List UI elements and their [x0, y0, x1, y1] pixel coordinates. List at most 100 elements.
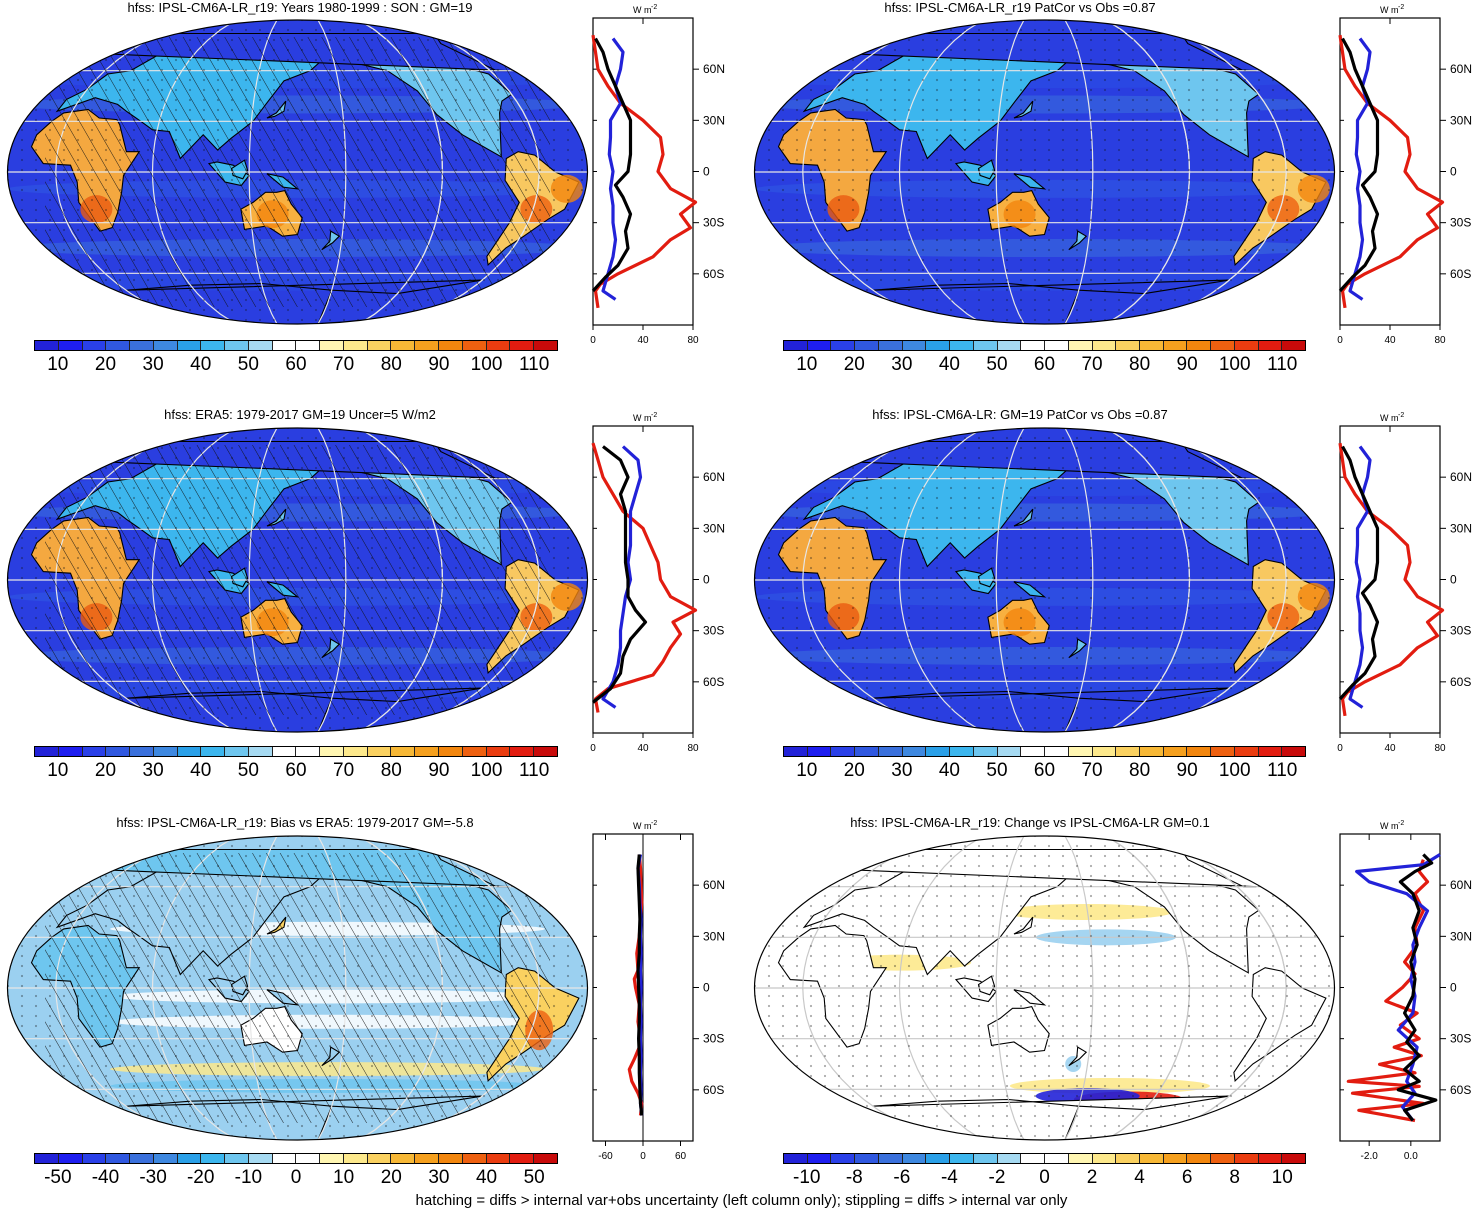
colorbar-swatch [201, 747, 226, 756]
profile-series-line [1355, 853, 1441, 1122]
colorbar-swatch [950, 747, 974, 756]
colorbar-swatch [1163, 747, 1188, 756]
lat-tick-label: 60N [1450, 62, 1472, 76]
colorbar-tick-label: 110 [519, 760, 550, 781]
colorbar-swatch [58, 1154, 83, 1163]
colorbar-tick-label: 40 [190, 760, 212, 781]
colorbar-swatch [973, 341, 998, 350]
colorbar-tick-label: 40 [938, 760, 960, 781]
x-tick-label: 0 [1337, 743, 1343, 754]
profile-unit-label: W m [633, 5, 652, 15]
lat-tick-label: 30S [1450, 624, 1471, 638]
colorbar-swatch [153, 341, 178, 350]
colorbar-swatch [415, 1154, 440, 1163]
colorbar-swatch [296, 747, 321, 756]
colorbar-swatch [1116, 1154, 1141, 1163]
colorbar-change [783, 1153, 1306, 1164]
colorbar-tick-label: -2 [988, 1167, 1006, 1188]
x-tick-label: 40 [1384, 335, 1396, 346]
colorbar-swatch [1211, 1154, 1235, 1163]
colorbar-swatch [1234, 747, 1259, 756]
x-tick-label: 60 [675, 1151, 687, 1162]
panel-title: hfss: IPSL-CM6A-LR_r19: Years 1980-1999 … [127, 0, 473, 15]
lat-tick-label: 60S [1450, 675, 1471, 689]
x-tick-label: -2.0 [1361, 1151, 1379, 1162]
stippling-overlay [754, 428, 1335, 732]
panel-title: hfss: ERA5: 1979-2017 GM=19 Uncer=5 W/m2 [164, 407, 436, 422]
colorbar-labels: 10 20 30 40 50 60 70 80 90 100 110 [783, 354, 1306, 378]
colorbar-swatch [1092, 747, 1117, 756]
profile-unit-label: W m [1380, 5, 1399, 15]
colorbar-swatch [1140, 341, 1164, 350]
profile-unit-label: W m [633, 821, 652, 831]
colorbar-swatch [35, 1154, 59, 1163]
lat-tick-label: 60N [703, 470, 725, 484]
colorbar-tick-label: 10 [1271, 1167, 1293, 1188]
map-field [754, 836, 1335, 1140]
colorbar-swatch [343, 341, 368, 350]
panel-title: hfss: IPSL-CM6A-LR: GM=19 PatCor vs Obs … [872, 407, 1168, 422]
lat-tick-label: 60S [703, 675, 724, 689]
profile-unit-superscript: -2 [651, 4, 657, 11]
lat-tick-label: 30N [1450, 521, 1472, 535]
colorbar-swatch [1021, 1154, 1046, 1163]
colorbar-swatch [486, 341, 511, 350]
profile-unit-superscript: -2 [651, 412, 657, 419]
colorbar-tick-label: 60 [285, 354, 307, 375]
colorbar-swatch [153, 747, 178, 756]
colorbar-swatch [926, 341, 951, 350]
colorbar-swatch [272, 747, 297, 756]
colorbar-tick-label: 110 [1267, 760, 1298, 781]
world-map-model-patcor [753, 19, 1336, 325]
colorbar-tick-label: 90 [428, 760, 450, 781]
colorbar-swatch [534, 341, 557, 350]
colorbar-swatch [534, 747, 557, 756]
colorbar-swatch [1068, 1154, 1093, 1163]
colorbar-swatch [439, 1154, 463, 1163]
profile-series-line [1338, 37, 1380, 292]
colorbar-tick-label: 70 [1081, 354, 1103, 375]
colorbar-swatch [1068, 341, 1093, 350]
colorbar-swatch [367, 747, 392, 756]
map-field [754, 20, 1335, 324]
colorbar-tick-label: 90 [1176, 354, 1198, 375]
colorbar-tick-label: 60 [285, 760, 307, 781]
colorbar-tick-label: 10 [333, 1167, 355, 1188]
lat-tick-label: 60N [1450, 470, 1472, 484]
lat-tick-label: 30N [703, 113, 725, 127]
colorbar-swatch [367, 1154, 392, 1163]
colorbar-tick-label: 40 [475, 1167, 498, 1188]
colorbar-swatch [1045, 747, 1069, 756]
profile-unit-superscript: -2 [1398, 412, 1404, 419]
colorbar-tick-label: 80 [380, 760, 402, 781]
map-outline [6, 427, 589, 733]
colorbar-swatch [391, 341, 416, 350]
colorbar-swatch [1140, 1154, 1164, 1163]
lat-tick-label: 30N [1450, 113, 1472, 127]
colorbar-swatch [1116, 341, 1141, 350]
colorbar-swatch [130, 1154, 154, 1163]
colorbar-tick-label: 110 [519, 354, 550, 375]
colorbar-swatch [1045, 341, 1069, 350]
colorbar-swatch [177, 747, 202, 756]
colorbar-swatch [248, 747, 273, 756]
colorbar-labels: 10 20 30 40 50 60 70 80 90 100 110 [34, 760, 558, 784]
colorbar-swatch [130, 747, 154, 756]
colorbar-swatch [1282, 1154, 1306, 1163]
colorbar-tick-label: -50 [44, 1167, 72, 1188]
zonal-mean-profile-era5: W m -2 60N 30N 0 30S 60S 0 40 80 [590, 412, 725, 754]
profile-series-line [591, 37, 633, 292]
panel-title: hfss: IPSL-CM6A-LR_r19: Change vs IPSL-C… [850, 815, 1210, 830]
x-tick-label: 0.0 [1404, 1151, 1418, 1162]
colorbar-tick-label: 80 [1129, 760, 1151, 781]
colorbar-tick-label: 70 [333, 354, 355, 375]
colorbar-swatch [1045, 1154, 1069, 1163]
lat-tick-label: 60S [703, 267, 724, 281]
colorbar-swatch [343, 747, 368, 756]
zonal-mean-profile-model: W m -2 60N 30N 0 30S 60S 0 40 80 [590, 4, 725, 346]
stippling-overlay [7, 428, 588, 732]
lat-tick-label: 30S [1450, 216, 1471, 230]
profile-unit-label: W m [633, 413, 652, 423]
colorbar-tick-label: 100 [1218, 354, 1251, 375]
colorbar-tick-label: -10 [793, 1167, 821, 1188]
